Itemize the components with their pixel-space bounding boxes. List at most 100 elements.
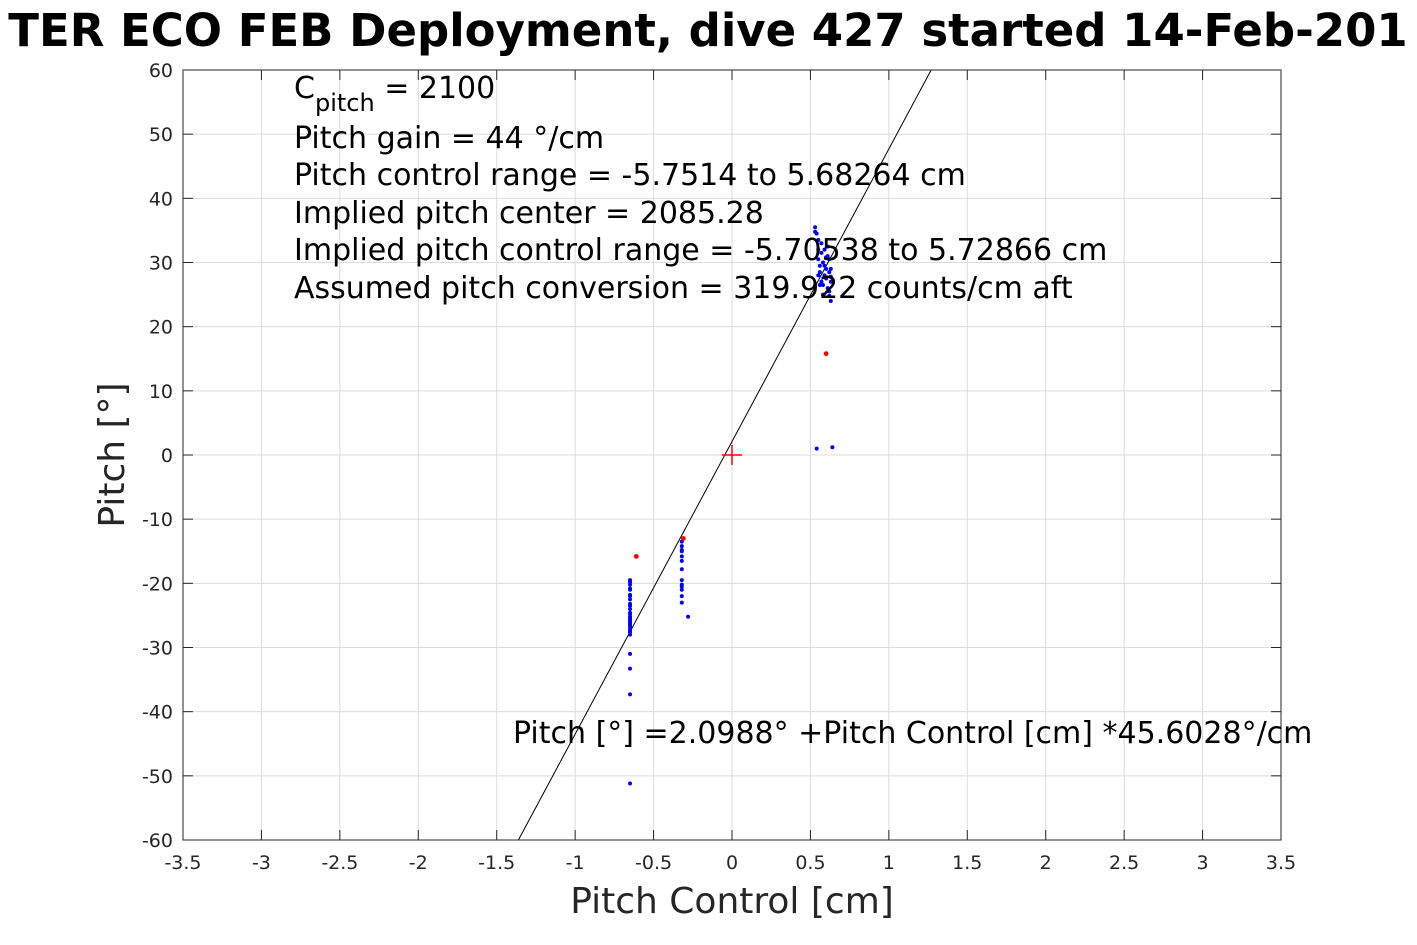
data-point (628, 607, 633, 611)
x-tick-label: -2 (409, 852, 428, 874)
center-marker-layer (722, 445, 742, 465)
data-point (628, 580, 633, 585)
data-point (686, 614, 691, 619)
x-tick-label: 1.5 (952, 852, 982, 874)
data-point (679, 587, 684, 592)
data-point (628, 603, 633, 608)
data-point (628, 666, 633, 671)
data-point (827, 293, 832, 298)
data-point (822, 263, 827, 268)
y-tick-label: -20 (142, 573, 173, 595)
data-point (816, 247, 821, 252)
assumed-pitch-conversion-annotation: Assumed pitch conversion = 319.922 count… (294, 271, 1073, 306)
data-point (628, 651, 633, 656)
y-tick-label: -10 (142, 509, 173, 531)
y-tick-label: 30 (149, 253, 173, 275)
x-tick-label: 2.5 (1109, 852, 1139, 874)
data-point (830, 445, 835, 450)
y-axis-label: Pitch [°] (92, 382, 133, 527)
x-tick-label: 2 (1040, 852, 1052, 874)
data-point (825, 286, 830, 291)
data-point (820, 292, 825, 297)
data-point (679, 544, 684, 549)
data-point (819, 279, 824, 284)
annotation-block: Cpitch = 2100 Pitch gain = 44 °/cm Pitch… (294, 71, 1312, 751)
y-tick-label: 0 (161, 445, 173, 467)
data-point (679, 558, 684, 563)
data-point (817, 282, 822, 287)
flagged-data-point (680, 536, 686, 541)
c-pitch-annotation: Cpitch = 2100 (294, 71, 495, 117)
x-tick-label: -1.5 (478, 852, 515, 874)
data-point (813, 229, 818, 234)
flagged-data-point (823, 351, 829, 357)
x-tick-label: -0.5 (635, 852, 672, 874)
data-point (628, 616, 633, 621)
data-point (827, 270, 832, 275)
x-tick-label: -1 (566, 852, 585, 874)
data-point (827, 257, 832, 262)
y-tick-label: 40 (149, 188, 173, 210)
data-point (628, 629, 633, 634)
y-tick-label: 50 (149, 124, 173, 146)
data-point (628, 586, 633, 591)
x-tick-label: 1 (883, 852, 895, 874)
data-point (819, 250, 824, 255)
x-tick-label: -3 (252, 852, 271, 874)
data-point (824, 255, 829, 260)
data-points (628, 225, 835, 786)
data-point (628, 623, 633, 628)
x-tick-label: -2.5 (321, 852, 358, 874)
flagged-data-point (633, 553, 639, 559)
x-tick-label: 3.5 (1266, 852, 1296, 874)
data-point (679, 578, 684, 583)
data-point (828, 299, 833, 303)
data-point (679, 554, 684, 559)
x-tick-labels: -3.5 -3 -2.5 -2 -1.5 -1 -0.5 0 0.5 1 1.5 2 2.5 3 3.5 (164, 852, 1296, 874)
c-pitch-value: = 2100 (375, 71, 496, 106)
data-point (628, 692, 633, 697)
axis-ticks (182, 69, 1282, 841)
x-axis-label: Pitch Control [cm] (570, 881, 894, 922)
implied-pitch-center-annotation: Implied pitch center = 2085.28 (294, 196, 764, 231)
data-point (817, 270, 822, 275)
data-point (828, 266, 833, 271)
y-tick-label: -30 (142, 638, 173, 660)
x-tick-label: 3 (1197, 852, 1209, 874)
data-point (824, 266, 829, 271)
data-point (628, 781, 633, 786)
data-point (822, 247, 827, 252)
data-point (820, 260, 825, 265)
data-point (822, 273, 827, 278)
data-point (825, 244, 830, 249)
data-point (824, 276, 829, 281)
chart-title: TER ECO FEB Deployment, dive 427 started… (8, 4, 1407, 57)
data-point (816, 257, 821, 262)
data-point (828, 279, 833, 284)
data-point (679, 567, 684, 572)
data-point (679, 584, 684, 589)
x-tick-label: -3.5 (164, 852, 201, 874)
plot-frame (182, 69, 1282, 841)
y-tick-label: 20 (149, 317, 173, 339)
x-tick-label: 0.5 (795, 852, 825, 874)
y-tick-label: -40 (142, 702, 173, 724)
implied-pitch-control-range-annotation: Implied pitch control range = -5.70538 t… (294, 233, 1107, 268)
data-point (628, 632, 633, 637)
pitch-gain-annotation: Pitch gain = 44 °/cm (294, 121, 604, 156)
center-plus-marker (722, 445, 742, 465)
y-tick-label: 60 (149, 60, 173, 82)
data-point (679, 600, 684, 605)
pitch-control-range-annotation: Pitch control range = -5.7514 to 5.68264… (294, 158, 966, 193)
data-point (820, 282, 825, 287)
data-point (628, 619, 633, 624)
x-tick-label: 0 (726, 852, 738, 874)
c-pitch-symbol: C (294, 71, 315, 106)
y-tick-labels: -60 -50 -40 -30 -20 -10 0 10 20 30 40 50 60 (142, 60, 173, 852)
data-point (814, 446, 819, 451)
fit-equation-annotation: Pitch [°] =2.0988° +Pitch Control [cm] *… (513, 716, 1312, 751)
data-point (816, 238, 821, 243)
data-point (828, 274, 833, 279)
data-point (813, 225, 818, 230)
